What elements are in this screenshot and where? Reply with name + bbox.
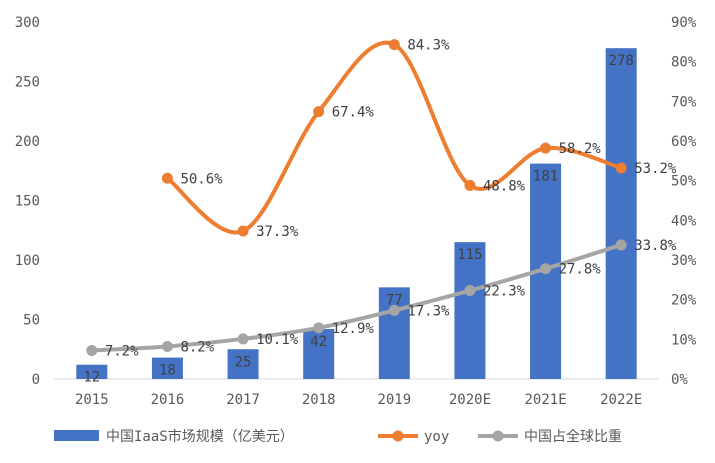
yoy-value-label: 84.3% [407,38,450,54]
legend-marker-share [492,430,504,442]
y-right-tick-label: 60% [671,134,697,150]
y-left-tick-label: 150 [15,194,40,210]
x-tick-label: 2016 [151,392,185,408]
bar-value-label: 25 [235,354,252,370]
share-value-label: 22.3% [483,284,526,300]
y-right-tick-label: 0% [671,372,688,388]
y-right-tick-label: 70% [671,94,697,110]
share-value-label: 17.3% [407,303,450,319]
share-value-label: 8.2% [180,339,214,355]
y-right-tick-label: 90% [671,15,697,31]
share-line-point [86,344,98,356]
yoy-value-label: 58.2% [559,141,602,157]
yoy-line-point [615,162,627,174]
bar-value-label: 12 [83,370,100,386]
yoy-value-label: 53.2% [634,161,677,177]
x-tick-label: 2017 [226,392,260,408]
bar [76,364,108,379]
bar [303,329,335,379]
share-line-point [313,322,325,334]
legend-label-bar: 中国IaaS市场规模（亿美元） [106,428,294,445]
y-right-tick-label: 40% [671,213,697,229]
y-left-tick-label: 300 [15,15,40,31]
y-right-tick-label: 80% [671,55,697,71]
legend-marker-yoy [392,430,404,442]
bar [605,48,637,380]
bar [151,357,183,379]
share-value-label: 10.1% [256,332,299,348]
y-left-tick-label: 100 [15,253,40,269]
bar [378,287,410,379]
legend-swatch-bar [54,430,99,441]
data-labels: 12 18 25 42 77 115 181 278 50.6% 37.3% 67.4% 84.3% 4… [83,38,677,386]
bar-value-label: 115 [457,247,482,263]
x-tick-label: 2020E [449,392,491,408]
yoy-line-point [540,142,552,154]
y-left-tick-label: 200 [15,134,40,150]
axes: 0 50 100 150 200 250 300 0% 10% 20% 30% 40% 50% 60% 70… [15,15,697,408]
yoy-line-point [237,225,249,237]
y-right-tick-label: 30% [671,253,697,269]
yoy-line-point [464,179,476,191]
share-line-point [237,333,249,345]
bar [454,242,486,379]
yoy-line-point [313,106,325,118]
x-tick-label: 2021E [524,392,566,408]
yoy-value-label: 67.4% [332,105,375,121]
bar-value-label: 18 [159,363,176,379]
y-left-tick-label: 250 [15,75,40,91]
share-line-point [161,340,173,352]
share-line [89,242,624,353]
bar [227,349,259,379]
bar-series [76,48,637,380]
bar-value-label: 77 [386,292,403,308]
legend: 中国IaaS市场规模（亿美元） yoy 中国占全球比重 [54,428,622,445]
yoy-line-point [161,172,173,184]
x-tick-label: 2022E [600,392,642,408]
share-value-label: 7.2% [105,343,139,359]
share-line-point [615,239,627,251]
yoy-value-label: 37.3% [256,224,299,240]
yoy-value-label: 48.8% [483,178,526,194]
bar-value-label: 278 [609,53,634,69]
y-right-tick-label: 10% [671,332,697,348]
share-line-point [540,263,552,275]
legend-label-yoy: yoy [424,429,449,445]
share-line-point [464,285,476,297]
share-value-label: 33.8% [634,238,677,254]
share-value-label: 27.8% [559,262,602,278]
y-left-tick-label: 0 [32,372,40,388]
x-tick-label: 2015 [75,392,109,408]
yoy-line-point [388,39,400,51]
bar-value-label: 42 [310,334,327,350]
y-right-tick-label: 50% [671,174,697,190]
yoy-value-label: 50.6% [180,171,223,187]
y-right-tick-label: 20% [671,293,697,309]
legend-label-share: 中国占全球比重 [524,428,622,445]
line-series [86,39,627,356]
share-line-point [388,304,400,316]
y-left-tick-label: 50 [23,313,40,329]
bar-value-label: 181 [533,169,558,185]
x-tick-label: 2018 [302,392,336,408]
x-tick-label: 2019 [377,392,411,408]
share-value-label: 12.9% [332,321,375,337]
